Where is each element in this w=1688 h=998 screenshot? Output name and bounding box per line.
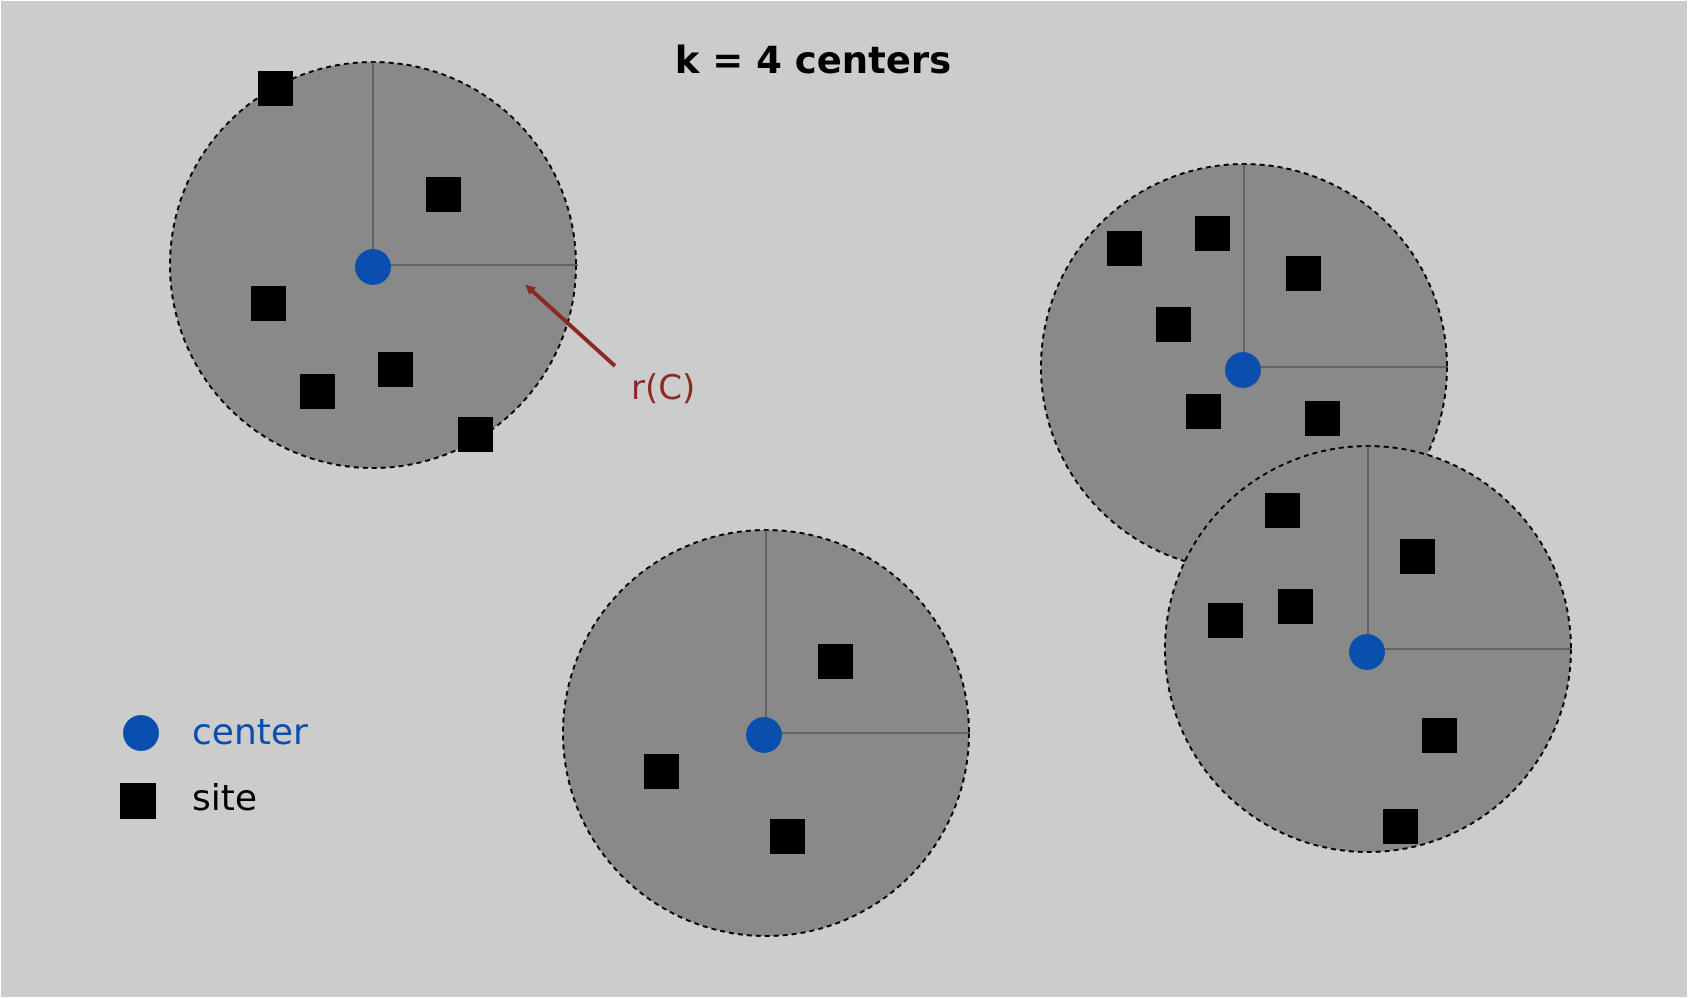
site <box>258 71 293 106</box>
diagram-title: k = 4 centers <box>675 39 951 82</box>
center-point <box>1349 634 1385 670</box>
site <box>1278 589 1313 624</box>
site <box>644 754 679 789</box>
legend-site-label: site <box>192 778 257 819</box>
site <box>1208 603 1243 638</box>
site <box>1383 809 1418 844</box>
site <box>1156 307 1191 342</box>
cluster-1 <box>170 62 578 468</box>
legend-site-icon <box>120 783 156 819</box>
site <box>378 352 413 387</box>
site <box>251 286 286 321</box>
cluster-4 <box>1165 446 1572 852</box>
site <box>1195 216 1230 251</box>
site <box>818 644 853 679</box>
site <box>1422 718 1457 753</box>
site <box>1186 394 1221 429</box>
site <box>300 374 335 409</box>
center-point <box>355 249 391 285</box>
site <box>1286 256 1321 291</box>
site <box>458 417 493 452</box>
radius-label: r(C) <box>631 368 695 408</box>
site <box>1305 401 1340 436</box>
site <box>426 177 461 212</box>
site <box>1400 539 1435 574</box>
center-point <box>1225 352 1261 388</box>
site <box>770 819 805 854</box>
legend-center-label: center <box>192 712 308 753</box>
site <box>1107 231 1142 266</box>
center-point <box>746 717 782 753</box>
site <box>1265 493 1300 528</box>
legend-center-icon <box>123 715 159 751</box>
cluster-2 <box>563 530 970 936</box>
